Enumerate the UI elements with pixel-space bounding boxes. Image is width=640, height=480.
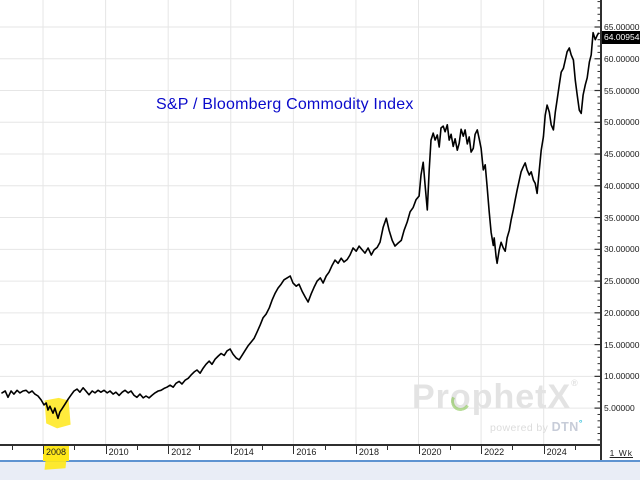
dtn-degree-icon: °	[578, 418, 583, 428]
y-axis-label: 30.00000	[604, 244, 640, 255]
x-axis-scale[interactable]: 1 Wk 2008 2010 2012 2014 2016 2018 2020 2022 202…	[0, 444, 640, 470]
x-minor-tick	[199, 446, 201, 450]
x-minor-tick	[11, 446, 13, 450]
y-axis-label: 15.00000	[604, 339, 640, 350]
x-major-tick	[293, 446, 295, 454]
x-minor-tick	[512, 446, 514, 450]
y-axis-label: 35.00000	[604, 212, 640, 223]
x-minor-tick	[262, 446, 264, 450]
x-label-highlight	[43, 445, 70, 461]
chart-plot-area[interactable]: S&P / Bloomberg Commodity Index ProphetX…	[0, 0, 600, 444]
logo-o-swoosh-icon: o	[449, 378, 472, 416]
horizontal-scrollbar[interactable]	[0, 462, 640, 480]
x-major-tick	[418, 446, 420, 454]
x-axis-label: 2014	[233, 447, 254, 457]
divider-line	[0, 460, 640, 462]
x-major-tick	[481, 446, 483, 454]
last-price-label: 64.00954	[602, 30, 640, 44]
logo-text: Pr	[412, 378, 450, 416]
x-axis-label: 2018	[358, 447, 379, 457]
x-axis-label: 2024	[546, 447, 567, 457]
y-axis-scale[interactable]: 64.00954 5.00000 10.00000 15.00000 20.00000…	[602, 0, 640, 444]
x-axis-label: 2008	[46, 447, 67, 457]
x-minor-tick	[324, 446, 326, 450]
y-axis-label: 65.00000	[604, 21, 640, 32]
registered-mark-icon: ®	[571, 378, 578, 388]
x-major-tick	[543, 446, 545, 454]
y-axis-label: 60.00000	[604, 53, 640, 64]
x-axis-label: 2016	[296, 447, 317, 457]
x-major-tick	[355, 446, 357, 454]
x-major-tick	[105, 446, 107, 454]
logo-text: phetX	[471, 378, 572, 416]
y-axis-label: 25.00000	[604, 276, 640, 287]
x-minor-tick	[449, 446, 451, 450]
powered-by-dtn: powered by DTN°	[490, 418, 583, 434]
y-axis-label: 55.00000	[604, 85, 640, 96]
y-axis-label: 50.00000	[604, 117, 640, 128]
prophetx-logo: ProphetX®	[412, 378, 578, 417]
y-axis-label: 40.00000	[604, 180, 640, 191]
x-axis-label: 2012	[171, 447, 192, 457]
chart-canvas	[0, 0, 600, 444]
x-minor-tick	[74, 446, 76, 450]
x-major-tick	[168, 446, 170, 454]
y-axis-label: 10.00000	[604, 371, 640, 382]
dtn-logo-text: DTN	[551, 420, 579, 434]
x-axis-label: 2010	[108, 447, 129, 457]
x-axis-label: 2020	[421, 447, 442, 457]
x-minor-tick	[136, 446, 138, 450]
x-minor-tick	[574, 446, 576, 450]
x-major-tick	[230, 446, 232, 454]
y-axis-line	[600, 0, 602, 460]
price-line	[1, 31, 600, 420]
x-axis-line	[0, 444, 600, 446]
y-axis-label: 20.00000	[604, 307, 640, 318]
periodicity-label[interactable]: 1 Wk	[609, 448, 633, 458]
x-axis-label: 2022	[484, 447, 505, 457]
powered-by-text: powered by	[490, 422, 549, 434]
prophetx-watermark: ProphetX® powered by DTN°	[412, 378, 597, 438]
x-label-highlight-tail	[44, 459, 67, 470]
x-major-tick	[43, 446, 45, 454]
y-axis-label: 45.00000	[604, 149, 640, 160]
y-axis-label: 5.00000	[604, 403, 635, 414]
x-minor-tick	[387, 446, 389, 450]
chart-title: S&P / Bloomberg Commodity Index	[156, 96, 414, 113]
